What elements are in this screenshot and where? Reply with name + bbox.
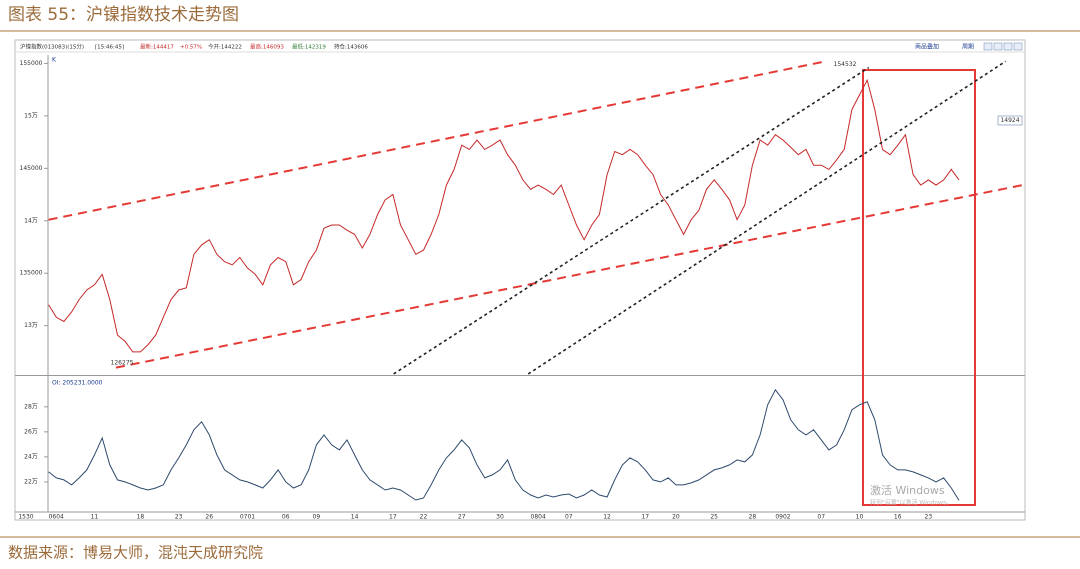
- x-tick-label: 20: [672, 514, 680, 521]
- toolbar-item: 今开:144222: [208, 43, 242, 51]
- trendlines: [48, 60, 1022, 375]
- y-tick-label: 155000: [20, 60, 43, 67]
- trendline: [48, 60, 827, 221]
- trendline: [115, 184, 1022, 369]
- x-tick-label: 10: [856, 514, 864, 521]
- x-start-label: 1530: [18, 514, 33, 521]
- page-title: 图表 55：沪镍指数技术走势图: [8, 5, 239, 25]
- x-tick-label: 12: [603, 514, 611, 521]
- toolbar-item: +0.57%: [180, 45, 202, 51]
- window-button[interactable]: [983, 42, 993, 51]
- toolbar-item: 最新:144417: [140, 43, 174, 51]
- y-tick-label: 135000: [20, 270, 43, 277]
- toolbar-item: 最高:146093: [250, 43, 284, 51]
- x-tick-label: 23: [175, 514, 183, 521]
- trendline: [393, 66, 870, 375]
- panel-title: OI: 205231.0000: [52, 380, 103, 387]
- window-button[interactable]: [993, 42, 1003, 51]
- x-tick-label: 28: [749, 514, 757, 521]
- x-tick-label: 26: [205, 514, 213, 521]
- x-tick-label: 0604: [49, 514, 64, 521]
- x-tick-label: 0701: [240, 514, 255, 521]
- toolbar-item: 最低:142319: [292, 43, 326, 51]
- watermark-sub: 转到"设置"以激活 Windows。: [870, 499, 952, 507]
- series-line: [48, 78, 960, 353]
- x-tick-label: 14: [351, 514, 359, 521]
- x-tick-label: 18: [137, 514, 145, 521]
- x-tick-label: 17: [389, 514, 397, 521]
- x-tick-label: 0902: [775, 514, 790, 521]
- toolbar-item: [15:46:45]: [95, 45, 124, 51]
- x-tick-label: 17: [641, 514, 649, 521]
- price-tag: 14924: [1000, 117, 1019, 124]
- y-tick-label: 13万: [24, 322, 38, 329]
- series-line: [48, 388, 960, 501]
- panel-title: K: [52, 57, 57, 64]
- y-tick-label: 22万: [24, 478, 38, 485]
- source: 数据来源：博易大师，混沌天成研究院: [8, 544, 263, 562]
- window-button[interactable]: [1013, 42, 1023, 51]
- x-tick-label: 30: [496, 514, 504, 521]
- toolbar-item: 持仓:143606: [334, 43, 368, 51]
- x-tick-label: 11: [91, 514, 99, 521]
- x-tick-label: 06: [282, 514, 290, 521]
- price-tag-box: [997, 115, 1023, 126]
- y-tick-label: 145000: [20, 165, 43, 172]
- y-tick-label: 24万: [24, 453, 38, 460]
- x-tick-label: 07: [565, 514, 573, 521]
- watermark: 激活 Windows: [870, 483, 945, 497]
- highlight-box: [862, 69, 976, 506]
- toolbar-item: 沪镍指数(013083)(15分): [20, 43, 84, 51]
- trendline: [527, 60, 1007, 375]
- x-tick-label: 09: [313, 514, 321, 521]
- window-button[interactable]: [1003, 42, 1013, 51]
- x-tick-label: 23: [925, 514, 933, 521]
- x-tick-label: 27: [458, 514, 466, 521]
- chart-frame: [14, 39, 1026, 521]
- toolbar-button[interactable]: 周期: [962, 43, 974, 51]
- y-tick-label: 26万: [24, 428, 38, 435]
- y-tick-label: 14万: [24, 217, 38, 224]
- y-tick-label: 28万: [24, 403, 38, 410]
- x-tick-label: 22: [420, 514, 428, 521]
- x-tick-label: 07: [817, 514, 825, 521]
- extreme-label: 154532: [834, 61, 857, 68]
- y-tick-label: 15万: [24, 112, 38, 119]
- x-tick-label: 0804: [531, 514, 546, 521]
- toolbar-button[interactable]: 商品叠加: [915, 43, 939, 51]
- x-tick-label: 25: [710, 514, 718, 521]
- extreme-label: 126275: [111, 359, 134, 366]
- x-tick-label: 16: [894, 514, 902, 521]
